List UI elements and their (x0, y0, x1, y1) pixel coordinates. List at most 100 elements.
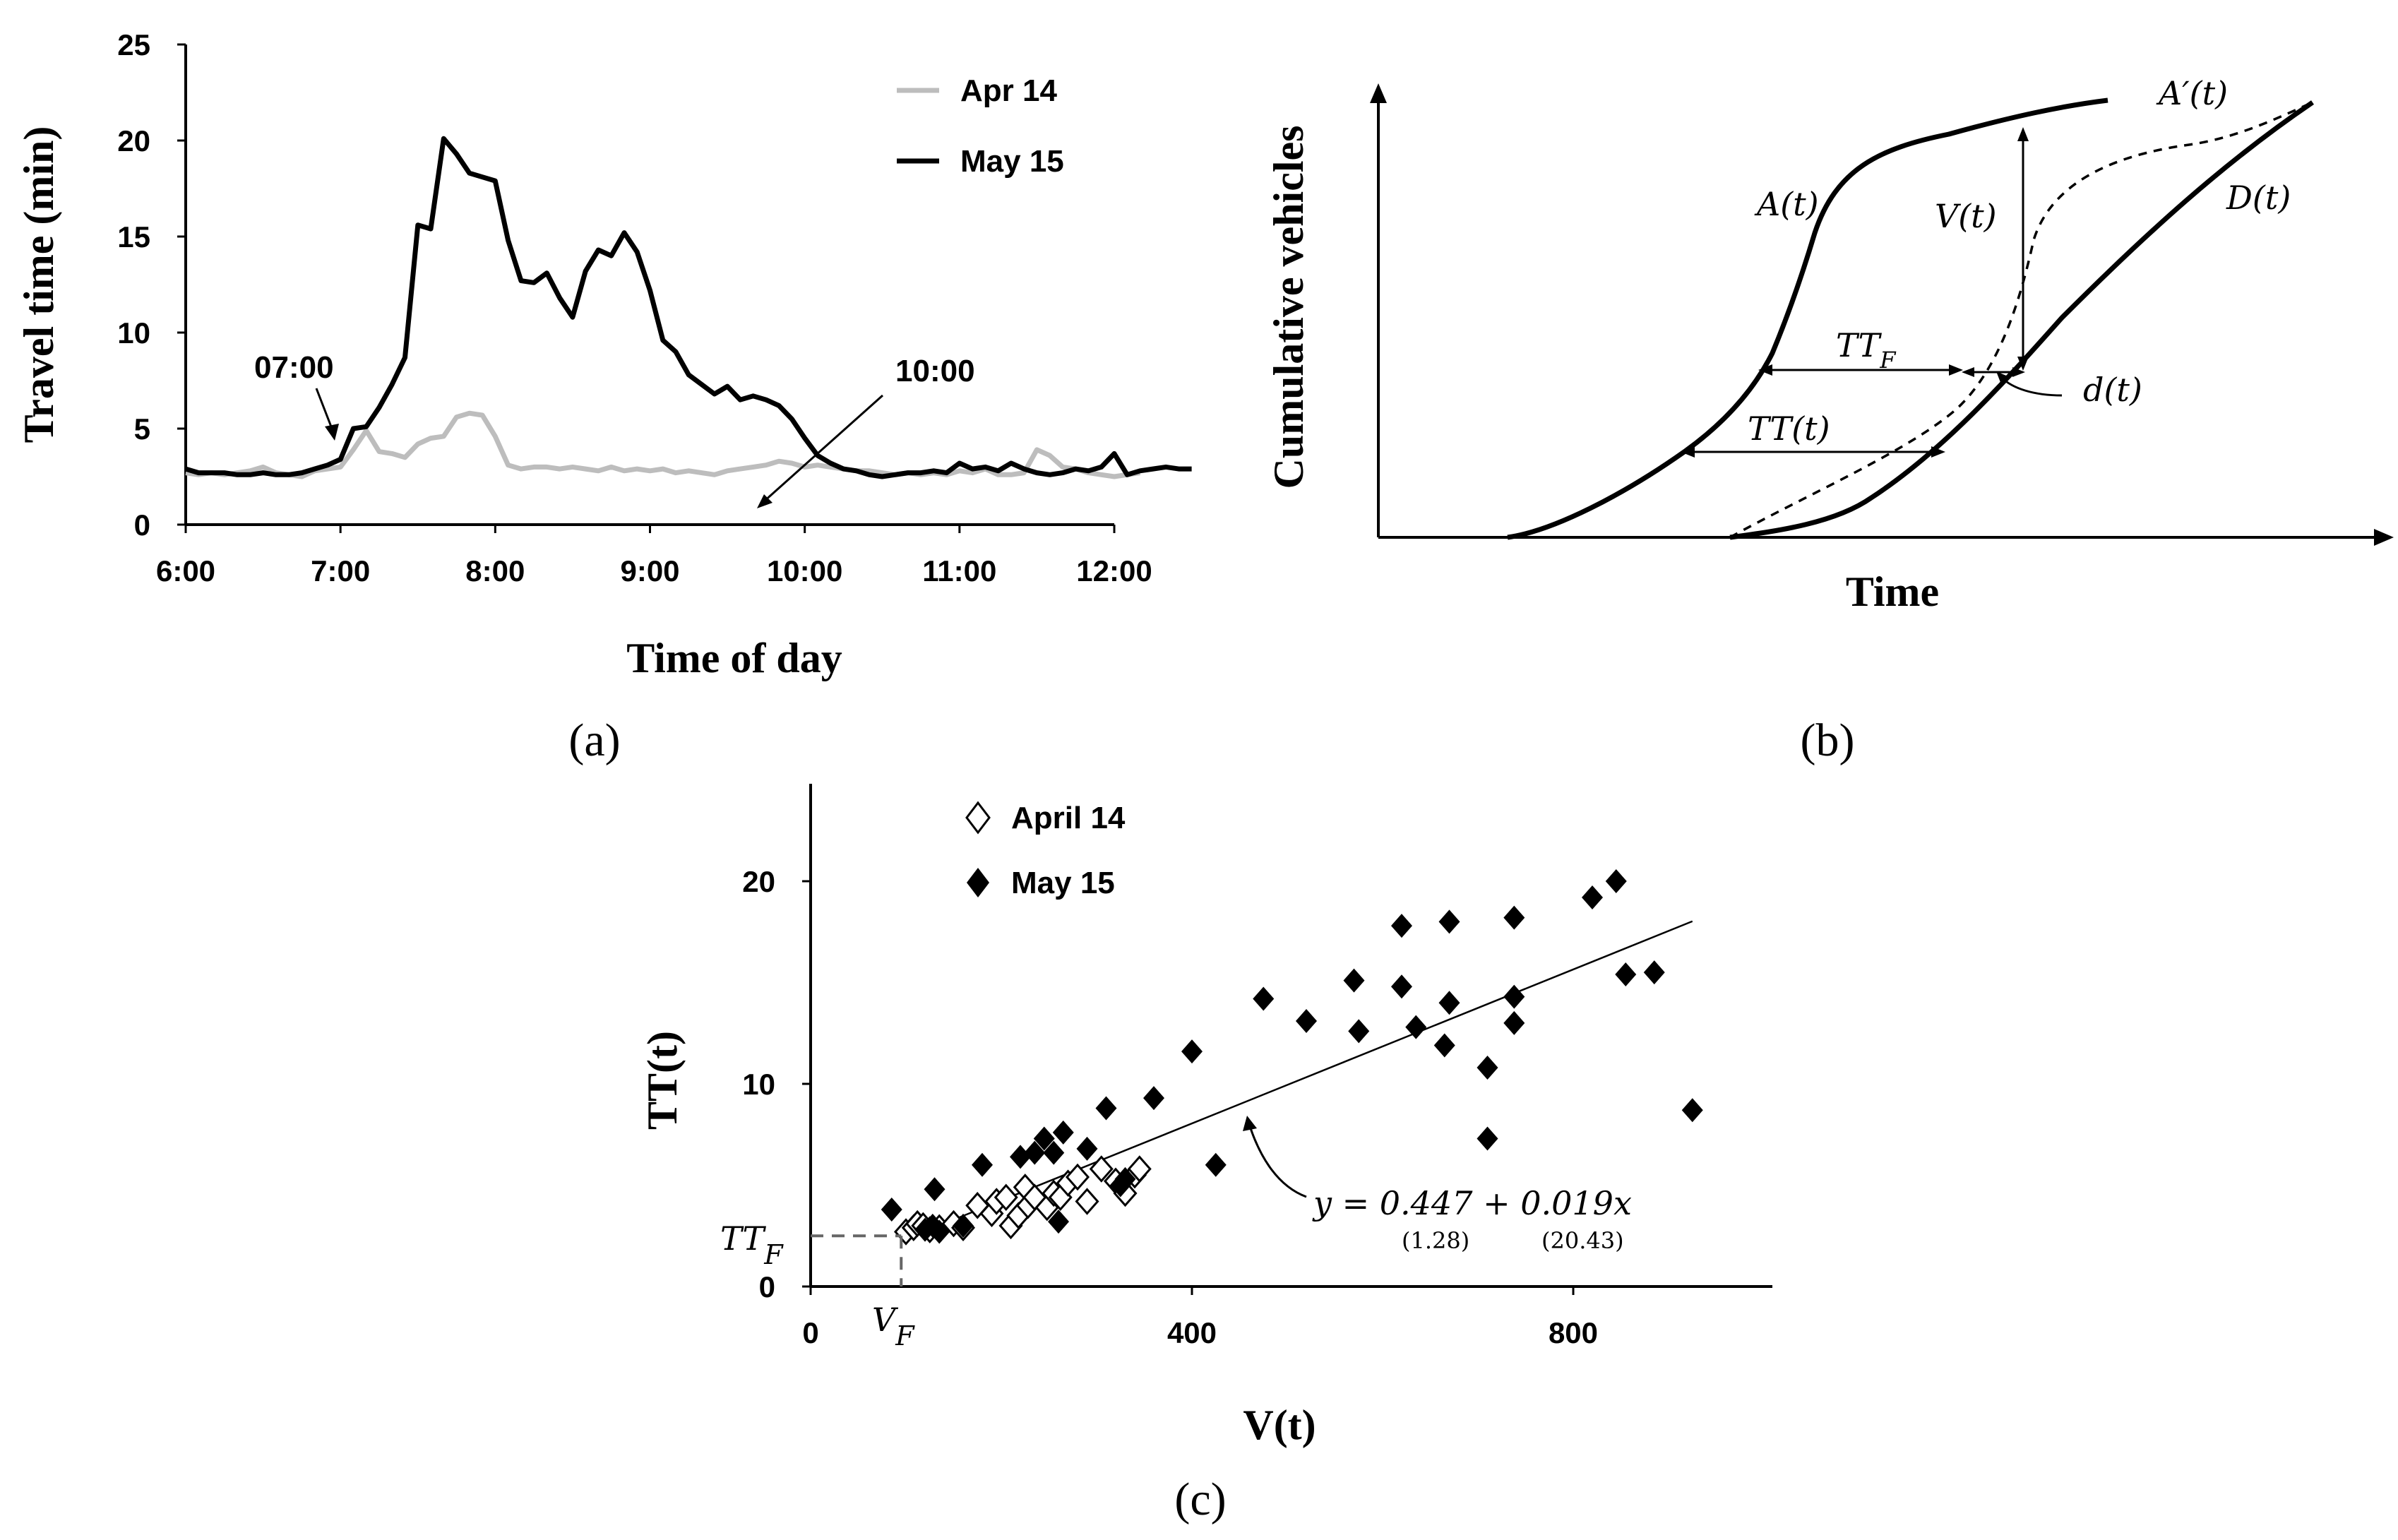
b-arrow-d-head-left (1962, 367, 1974, 377)
a-annotation-0700: 07:00 (254, 350, 334, 385)
b-x-axis-arrowhead (2374, 529, 2394, 546)
b-arrow-V-head-bottom (2017, 357, 2029, 371)
c-label-TTF-sub: F (763, 1239, 784, 1270)
c-ticks: 0 400 800 0 10 20 (742, 865, 1598, 1349)
c-label-TTF-main: TT (720, 1219, 767, 1258)
b-leader-d-head (1996, 371, 2010, 384)
a-y-tick-label: 15 (117, 220, 150, 253)
a-series-apr14-line (185, 410, 1141, 479)
b-label-A: A(t) (1754, 185, 1819, 223)
c-point-may15 (1114, 1166, 1136, 1191)
panel-b: Time Cumulative vehicles A(t) A′(t) D(t)… (1265, 74, 2394, 766)
c-point-may15 (1143, 1086, 1164, 1111)
c-point-may15 (1643, 960, 1665, 985)
c-x-tick-label: 800 (1549, 1316, 1598, 1349)
c-label-VF-sub: F (895, 1320, 915, 1351)
c-point-may15 (1296, 1009, 1317, 1034)
b-curve-D (1729, 100, 2314, 540)
c-point-april14 (1065, 1163, 1090, 1191)
c-equation-se-intercept: (1.28) (1402, 1227, 1469, 1254)
a-x-tick-label: 6:00 (156, 554, 215, 587)
b-label-TTF-main: TT (1836, 326, 1883, 364)
a-series-may15-line (184, 136, 1192, 479)
a-x-tick-label: 12:00 (1076, 554, 1152, 587)
a-annotation-1000-arrow (763, 394, 883, 503)
c-point-may15 (1253, 986, 1275, 1011)
c-point-may15 (1348, 1019, 1370, 1044)
c-point-may15 (1095, 1096, 1117, 1121)
c-point-may15 (1048, 1210, 1069, 1234)
c-point-may15 (1405, 1015, 1427, 1039)
b-label-d: d(t) (2083, 371, 2142, 409)
a-legend-apr14: Apr 14 (960, 73, 1057, 108)
c-label-VF-main: V (872, 1301, 899, 1339)
c-legend-april14: April 14 (1011, 801, 1126, 835)
c-label-TTF: TTF (720, 1219, 784, 1270)
a-ticks: 6:00 7:00 8:00 9:00 10:00 11:00 12:00 0 5 10 15 20 2… (117, 28, 1152, 587)
c-y-tick-label: 10 (742, 1068, 775, 1101)
b-label-TTF: TTF (1836, 326, 1897, 374)
b-label-A-prime: A′(t) (2156, 74, 2228, 112)
c-point-april14 (1089, 1155, 1114, 1183)
b-arrow-TTt-head-right (1931, 446, 1945, 458)
a-annotation-1000-arrowhead (757, 494, 773, 508)
c-x-tick-label: 400 (1167, 1316, 1217, 1349)
c-point-may15 (1052, 1120, 1074, 1145)
c-point-april14 (1075, 1188, 1099, 1215)
c-equation: y = 0.447 + 0.019x (1312, 1184, 1632, 1222)
c-y-tick-label: 20 (742, 865, 775, 898)
c-point-may15 (1033, 1126, 1055, 1151)
a-x-tick-label: 7:00 (311, 554, 370, 587)
c-point-may15 (1615, 962, 1637, 987)
c-panel-label: (c) (1174, 1474, 1226, 1525)
b-arrow-TTt-head-left (1681, 446, 1695, 458)
c-point-may15 (1438, 909, 1460, 934)
c-point-may15 (1503, 905, 1525, 930)
a-annotation-1000: 10:00 (895, 354, 975, 388)
b-curve-A (1507, 97, 2108, 540)
c-equation-leader (1248, 1126, 1307, 1198)
c-equation-leader-head (1243, 1116, 1257, 1131)
c-point-may15 (953, 1213, 974, 1238)
b-y-label: Cumulative vehicles (1265, 126, 1312, 489)
b-label-TTt: TT(t) (1748, 410, 1830, 448)
a-x-tick-label: 10:00 (767, 554, 842, 587)
c-point-may15 (1582, 885, 1603, 909)
c-point-may15 (1391, 914, 1412, 938)
b-arrow-V-head-top (2017, 127, 2029, 141)
c-point-may15 (1205, 1152, 1227, 1177)
a-x-tick-label: 9:00 (620, 554, 679, 587)
b-arrow-d-head-right (2012, 367, 2025, 377)
a-y-tick-label: 20 (117, 124, 150, 157)
c-point-may15 (929, 1219, 950, 1244)
b-label-D: D(t) (2226, 179, 2291, 217)
c-point-may15 (1681, 1098, 1703, 1123)
c-point-may15 (1433, 1033, 1455, 1058)
c-legend-may15: May 15 (1011, 866, 1115, 900)
c-y-label: TT(t) (639, 1031, 686, 1130)
c-point-may15 (1503, 984, 1525, 1009)
b-curve-A-prime (1729, 101, 2313, 539)
b-y-axis-arrowhead (1370, 83, 1387, 103)
c-label-VF: VF (872, 1301, 915, 1351)
c-point-may15 (881, 1197, 902, 1222)
c-point-may15 (1605, 869, 1627, 893)
c-point-april14 (994, 1183, 1018, 1211)
c-point-may15 (1043, 1140, 1065, 1165)
c-point-may15 (1024, 1140, 1046, 1165)
a-y-tick-label: 25 (117, 28, 150, 61)
c-point-may15 (1181, 1039, 1203, 1064)
c-point-may15 (1438, 991, 1460, 1015)
b-arrow-TTF-head-left (1758, 364, 1772, 376)
b-label-TTF-sub: F (1879, 347, 1897, 374)
b-arrow-TTF-head-right (1949, 364, 1963, 376)
a-y-tick-label: 5 (134, 412, 150, 446)
a-y-tick-label: 0 (134, 508, 150, 542)
c-point-may15 (1010, 1145, 1031, 1169)
c-points (881, 869, 1703, 1246)
b-panel-label: (b) (1801, 715, 1855, 766)
c-point-may15 (924, 1177, 946, 1202)
a-y-label: Travel time (min) (16, 126, 62, 443)
